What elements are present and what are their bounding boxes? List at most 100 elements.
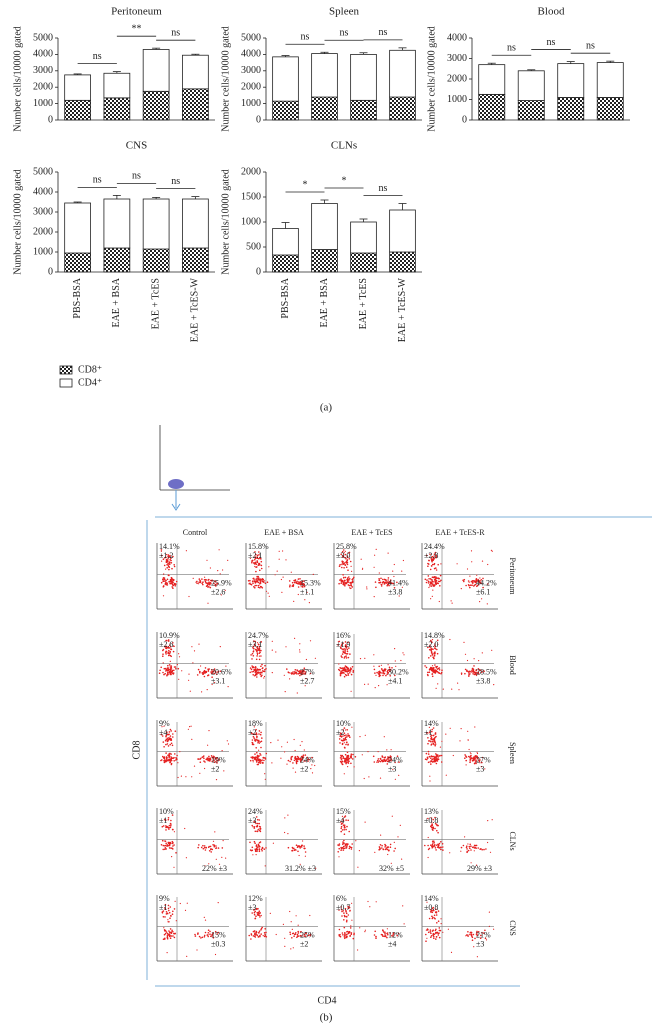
event-dot <box>266 936 268 938</box>
event-dot <box>164 579 166 581</box>
event-dot <box>169 753 171 755</box>
event-dot <box>430 578 432 580</box>
event-dot <box>261 565 263 567</box>
event-dot <box>432 665 433 666</box>
event-dot <box>258 756 260 758</box>
event-dot <box>172 671 174 673</box>
event-dot <box>434 733 436 735</box>
event-dot <box>272 650 273 651</box>
event-dot <box>198 758 200 760</box>
event-dot <box>345 729 346 730</box>
event-dot <box>251 560 253 562</box>
event-dot <box>259 828 260 829</box>
event-dot <box>350 763 352 765</box>
event-dot <box>294 638 295 639</box>
event-dot <box>165 744 167 746</box>
event-dot <box>427 675 429 677</box>
flow-plot <box>157 720 233 786</box>
event-dot <box>387 854 388 855</box>
event-dot <box>167 935 169 937</box>
significance-label: ns <box>171 176 180 187</box>
event-dot <box>258 823 260 825</box>
event-dot <box>202 584 204 586</box>
event-dot <box>434 917 436 919</box>
event-dot <box>296 582 298 584</box>
event-dot <box>310 768 311 769</box>
quadrant-label: ±4 <box>336 816 344 825</box>
event-dot <box>254 918 256 920</box>
event-dot <box>430 931 432 933</box>
event-dot <box>253 737 255 739</box>
event-dot <box>256 847 258 849</box>
event-dot <box>342 584 344 586</box>
event-dot <box>344 742 345 743</box>
event-dot <box>340 582 342 584</box>
event-dot <box>352 671 354 673</box>
event-dot <box>436 825 438 827</box>
event-dot <box>207 745 208 746</box>
event-dot <box>470 752 471 753</box>
event-dot <box>433 845 435 847</box>
event-dot <box>374 934 376 936</box>
event-dot <box>255 851 257 853</box>
event-dot <box>340 831 342 833</box>
event-dot <box>287 742 288 743</box>
quadrant-label: 25% <box>300 931 315 940</box>
event-dot <box>463 845 465 847</box>
event-dot <box>206 579 208 581</box>
event-dot <box>344 848 346 850</box>
event-dot <box>167 952 168 953</box>
event-dot <box>169 936 171 938</box>
event-dot <box>201 757 203 759</box>
event-dot <box>197 847 199 849</box>
event-dot <box>342 561 344 563</box>
event-dot <box>434 915 436 917</box>
error-bar <box>360 219 368 222</box>
quadrant-label: ±0.8 <box>424 903 438 912</box>
event-dot <box>260 841 262 843</box>
event-dot <box>469 673 471 675</box>
event-dot <box>349 587 350 588</box>
quadrant-label: 21% <box>476 931 491 940</box>
event-dot <box>291 756 293 758</box>
quadrant-label: ±2 <box>211 765 219 774</box>
event-dot <box>380 844 382 846</box>
event-dot <box>250 760 252 762</box>
legend-label: CD8⁺ <box>78 364 102 375</box>
quadrant-label: 18% <box>248 719 263 728</box>
event-dot <box>263 935 264 936</box>
legend-label: CD4⁺ <box>78 377 102 388</box>
event-dot <box>346 846 348 848</box>
quadrant-label: 10.9% <box>159 631 180 640</box>
event-dot <box>343 757 345 759</box>
event-dot <box>352 754 354 756</box>
event-dot <box>294 934 296 936</box>
event-dot <box>256 566 258 568</box>
event-dot <box>343 829 345 831</box>
quadrant-label: 14.8% <box>424 631 445 640</box>
event-dot <box>434 828 436 830</box>
event-dot <box>438 934 440 936</box>
event-dot <box>364 684 365 685</box>
event-dot <box>215 954 216 955</box>
error-bar <box>113 195 121 199</box>
event-dot <box>457 683 458 684</box>
event-dot <box>163 586 164 587</box>
event-dot <box>442 846 443 847</box>
event-dot <box>347 669 349 671</box>
event-dot <box>272 641 273 642</box>
event-dot <box>159 672 161 674</box>
quadrant-label: ±2.1 <box>248 551 262 560</box>
event-dot <box>179 751 180 752</box>
event-dot <box>429 740 431 742</box>
bar-segment <box>390 50 416 97</box>
event-dot <box>208 730 209 731</box>
event-dot <box>166 561 168 563</box>
event-dot <box>255 562 257 564</box>
event-dot <box>296 673 298 675</box>
event-dot <box>188 596 189 597</box>
event-dot <box>171 562 173 564</box>
event-dot <box>466 764 467 765</box>
quadrant-label: 14% <box>424 719 439 728</box>
event-dot <box>439 585 441 587</box>
